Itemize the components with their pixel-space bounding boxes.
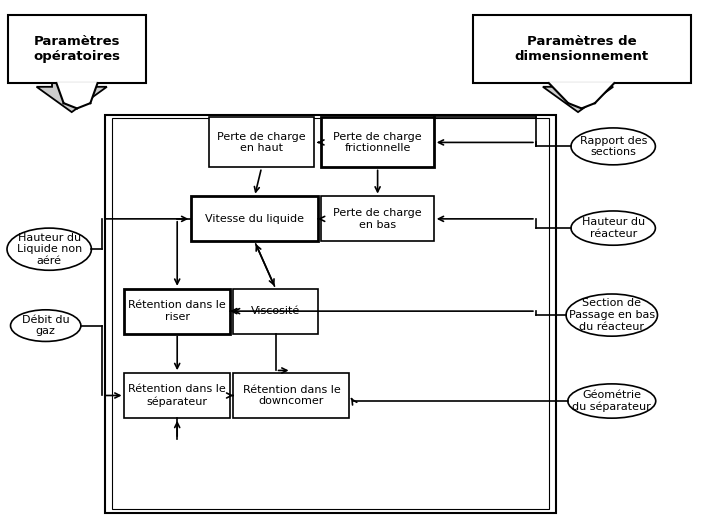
FancyBboxPatch shape bbox=[105, 114, 556, 513]
Text: Rétention dans le
riser: Rétention dans le riser bbox=[128, 301, 226, 322]
Text: Rapport des
sections: Rapport des sections bbox=[580, 136, 647, 157]
Text: Géométrie
du séparateur: Géométrie du séparateur bbox=[573, 390, 651, 412]
Ellipse shape bbox=[571, 211, 655, 245]
FancyBboxPatch shape bbox=[209, 117, 314, 167]
Text: Section de
Passage en bas
du réacteur: Section de Passage en bas du réacteur bbox=[569, 298, 655, 332]
Text: Vitesse du liquide: Vitesse du liquide bbox=[205, 214, 304, 224]
Text: Perte de charge
en bas: Perte de charge en bas bbox=[333, 208, 422, 229]
Text: Viscosité: Viscosité bbox=[251, 306, 300, 316]
Text: Paramètres
opératoires: Paramètres opératoires bbox=[33, 35, 121, 63]
Text: Perte de charge
frictionnelle: Perte de charge frictionnelle bbox=[333, 131, 422, 153]
Ellipse shape bbox=[566, 294, 657, 336]
FancyBboxPatch shape bbox=[191, 197, 318, 241]
FancyBboxPatch shape bbox=[321, 117, 434, 167]
Text: Perte de charge
en haut: Perte de charge en haut bbox=[217, 131, 306, 153]
FancyBboxPatch shape bbox=[234, 289, 318, 333]
Text: Débit du
gaz: Débit du gaz bbox=[22, 315, 69, 337]
Text: Hauteur du
réacteur: Hauteur du réacteur bbox=[582, 217, 645, 239]
FancyBboxPatch shape bbox=[321, 197, 434, 241]
Text: Rétention dans le
downcomer: Rétention dans le downcomer bbox=[243, 385, 340, 407]
Ellipse shape bbox=[571, 128, 655, 165]
FancyBboxPatch shape bbox=[124, 373, 230, 418]
Polygon shape bbox=[543, 83, 614, 112]
FancyBboxPatch shape bbox=[472, 14, 690, 83]
Ellipse shape bbox=[7, 228, 91, 270]
Ellipse shape bbox=[11, 310, 81, 341]
Ellipse shape bbox=[568, 384, 656, 418]
Text: Rétention dans le
séparateur: Rétention dans le séparateur bbox=[128, 384, 226, 407]
Polygon shape bbox=[37, 83, 107, 112]
Text: Hauteur du
Liquide non
aéré: Hauteur du Liquide non aéré bbox=[16, 233, 82, 266]
FancyBboxPatch shape bbox=[124, 289, 230, 333]
Polygon shape bbox=[56, 82, 97, 109]
FancyBboxPatch shape bbox=[234, 373, 349, 418]
FancyBboxPatch shape bbox=[112, 118, 549, 509]
Polygon shape bbox=[549, 82, 614, 109]
FancyBboxPatch shape bbox=[8, 14, 145, 83]
Text: Paramètres de
dimensionnement: Paramètres de dimensionnement bbox=[515, 35, 649, 63]
